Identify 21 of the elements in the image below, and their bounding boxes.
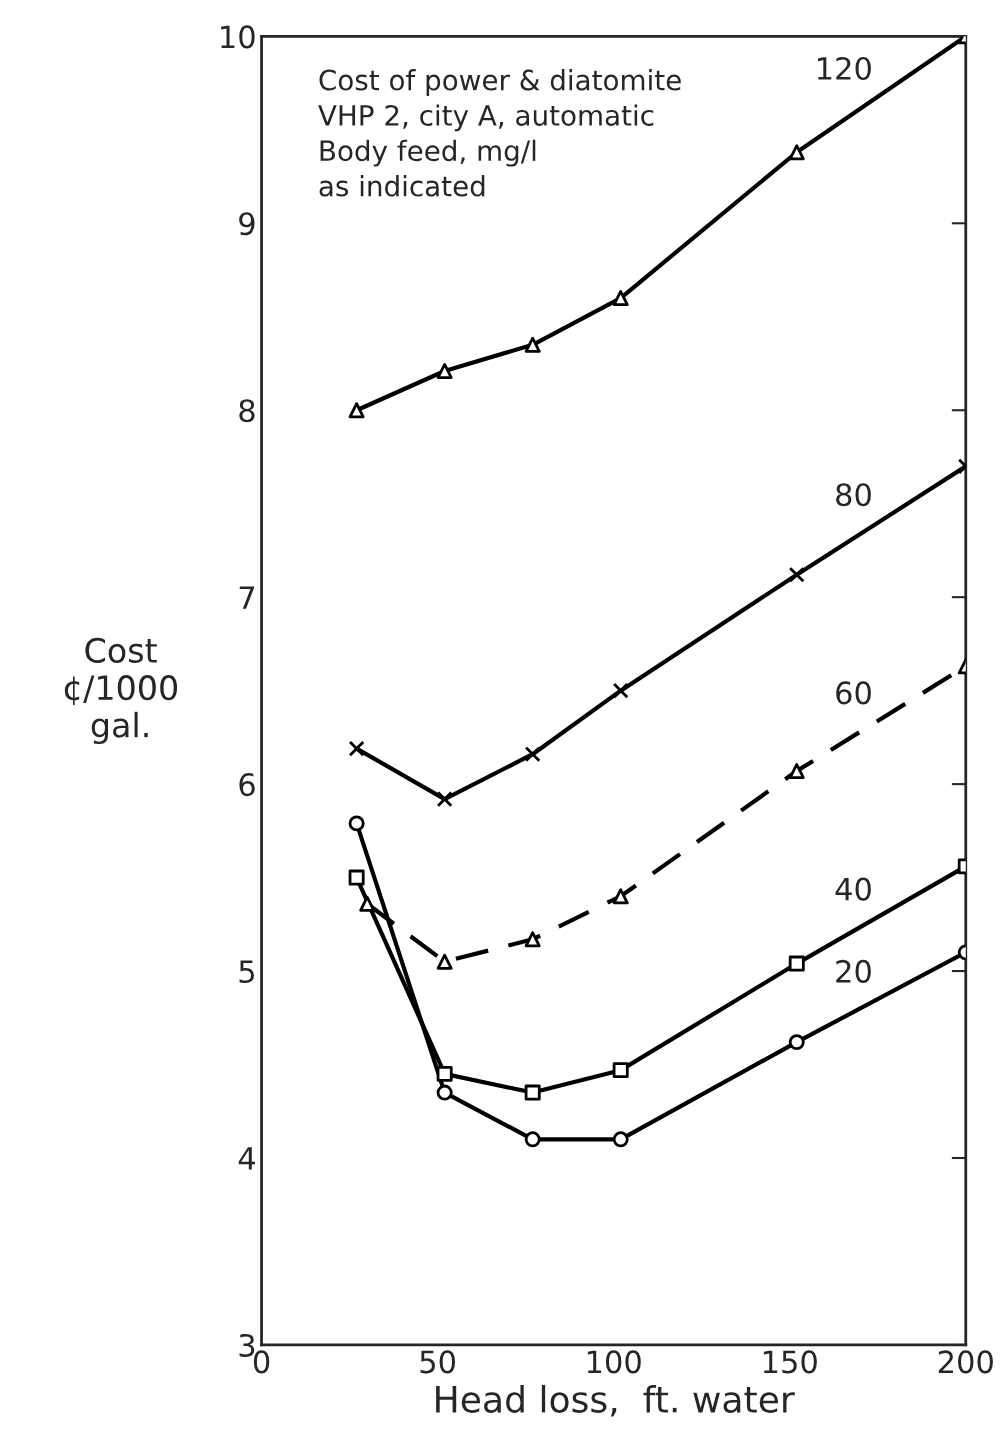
x-tick-label: 200 xyxy=(938,1350,993,1374)
x-tick-label: 150 xyxy=(763,1350,817,1374)
y-tick-label: 10 xyxy=(221,25,255,49)
series-label: 20 xyxy=(836,959,871,983)
y-tick-label: 5 xyxy=(239,960,255,984)
x-tick-label: 0 xyxy=(253,1350,270,1374)
annotation: Cost of power & diatomite VHP 2, city A, automatic Body feed, mg/l as indicated xyxy=(318,69,681,197)
x-tick-label: 100 xyxy=(587,1350,641,1374)
series-label: 120 xyxy=(817,56,871,81)
y-tick-label: 4 xyxy=(238,1147,255,1170)
y-tick-label: 3 xyxy=(239,1333,255,1357)
y-axis-title: Cost ¢/1000 gal. xyxy=(64,637,178,745)
x-tick-label: 50 xyxy=(420,1350,456,1374)
x-axis-title: Head loss, ft. water xyxy=(436,1384,795,1417)
series-label: 60 xyxy=(836,681,871,705)
y-tick-label: 7 xyxy=(239,586,255,609)
series-label: 80 xyxy=(836,483,871,507)
y-tick-label: 9 xyxy=(239,212,255,236)
y-tick-label: 8 xyxy=(239,399,255,423)
y-tick-label: 6 xyxy=(239,773,255,797)
series-label: 40 xyxy=(835,877,871,901)
